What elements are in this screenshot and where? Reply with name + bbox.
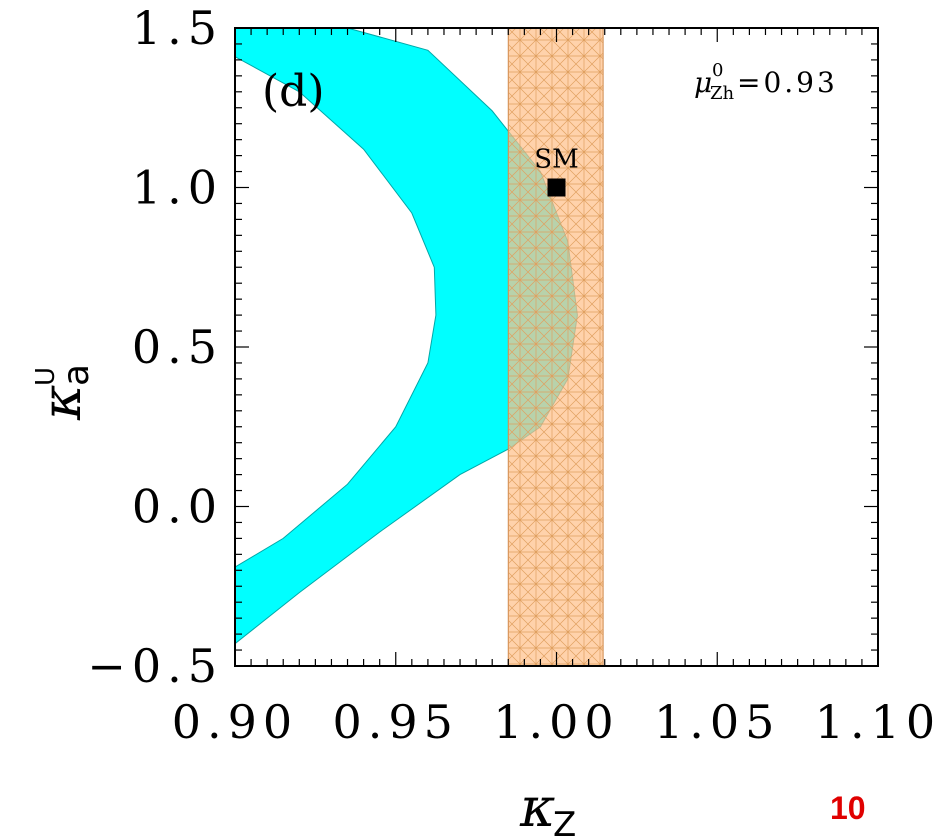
annotation-subscript: Zh [710, 83, 735, 104]
page-number: 10 [830, 790, 866, 826]
annotation-symbol: μ [694, 66, 712, 99]
y-tick-label: 1.0 [132, 161, 223, 215]
x-tick-label: 1.00 [493, 695, 619, 749]
sm-label: SM [534, 145, 578, 175]
panel-label: (d) [262, 66, 325, 117]
y-tick-label: 0.5 [132, 320, 223, 374]
sm-marker [547, 178, 566, 197]
x-axis-label-subscript: Z [553, 805, 576, 839]
y-tick-label: 1.5 [132, 1, 223, 55]
y-axis-label: κaU [30, 364, 97, 421]
orange-band-hatch [508, 28, 604, 666]
y-tick-label: 0.0 [132, 480, 223, 534]
y-axis-label-superscript: U [31, 367, 61, 386]
y-axis-label-subscript: a [56, 364, 97, 386]
y-axis-label-symbol: κ [30, 385, 93, 421]
y-tick-label: −0.5 [87, 639, 223, 693]
x-tick-label: 1.05 [654, 695, 780, 749]
x-tick-label: 1.10 [815, 695, 941, 749]
x-axis-label-symbol: κ [519, 776, 555, 839]
annotation-superscript: 0 [712, 60, 723, 81]
annotation-value: =0.93 [737, 66, 838, 99]
x-tick-label: 0.95 [333, 695, 459, 749]
x-tick-label: 0.90 [172, 695, 298, 749]
